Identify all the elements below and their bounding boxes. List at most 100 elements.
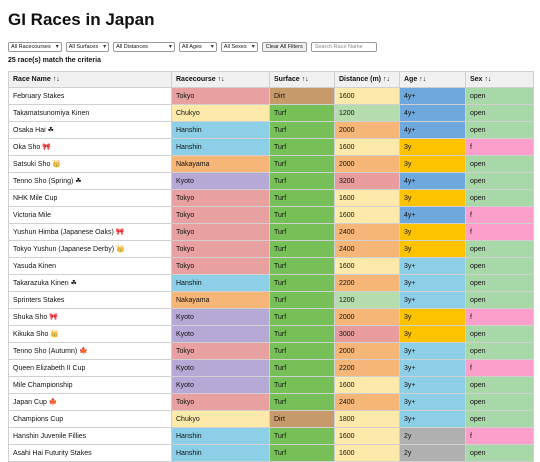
table-row: Asahi Hai Futurity Stakes Hanshin Turf 1600… [8, 444, 534, 462]
distance-cell: 2400 [334, 393, 400, 411]
racecourse-cell: Kyoto [171, 308, 270, 326]
race-name-cell: Japan Cup 🍁 [8, 393, 172, 411]
table-row: Japan Cup 🍁 Tokyo Turf 2400 3y+ open [8, 393, 534, 411]
surface-cell: Turf [269, 138, 335, 156]
table-row: Tenno Sho (Autumn) 🍁 Tokyo Turf 2000 3y+ open [8, 342, 534, 360]
sex-cell: open [465, 376, 534, 394]
distance-cell: 2400 [334, 240, 400, 258]
age-cell: 3y [399, 240, 466, 258]
race-name-cell: Asahi Hai Futurity Stakes [8, 444, 172, 462]
racecourse-cell: Kyoto [171, 172, 270, 190]
racecourse-cell: Hanshin [171, 138, 270, 156]
age-cell: 3y [399, 155, 466, 173]
table-row: Hanshin Juvenile Fillies Hanshin Turf 1600 2… [8, 427, 534, 445]
surface-cell: Turf [269, 172, 335, 190]
sex-cell: f [465, 138, 534, 156]
racecourse-cell: Tokyo [171, 240, 270, 258]
distance-cell: 2400 [334, 223, 400, 241]
table-row: Victoria Mile Tokyo Turf 1600 4y+ f [8, 206, 534, 224]
age-cell: 3y+ [399, 410, 466, 428]
header-distance[interactable]: Distance (m) ↑↓ [334, 71, 400, 88]
race-name-cell: February Stakes [8, 87, 172, 105]
header-surface[interactable]: Surface ↑↓ [269, 71, 335, 88]
racecourse-cell: Nakayama [171, 291, 270, 309]
surface-cell: Dirt [269, 87, 335, 105]
surface-cell: Turf [269, 291, 335, 309]
distance-cell: 2200 [334, 274, 400, 292]
racecourse-cell: Tokyo [171, 342, 270, 360]
surface-cell: Turf [269, 393, 335, 411]
race-name-cell: Hanshin Juvenile Fillies [8, 427, 172, 445]
distance-cell: 1600 [334, 257, 400, 275]
table-row: Osaka Hai ☘ Hanshin Turf 2000 4y+ open [8, 121, 534, 139]
surface-cell: Turf [269, 257, 335, 275]
search-input[interactable]: Search Race Name [310, 42, 377, 52]
distance-cell: 2000 [334, 342, 400, 360]
distance-cell: 3000 [334, 325, 400, 343]
distance-cell: 1800 [334, 410, 400, 428]
race-name-cell: Mile Championship [8, 376, 172, 394]
age-cell: 4y+ [399, 104, 466, 122]
distance-cell: 1600 [334, 87, 400, 105]
surface-cell: Turf [269, 240, 335, 258]
sex-select[interactable]: All Sexes [220, 42, 258, 52]
age-cell: 3y+ [399, 291, 466, 309]
distance-cell: 1600 [334, 138, 400, 156]
racecourse-cell: Kyoto [171, 359, 270, 377]
table-header-row: Race Name ↑↓ Racecourse ↑↓ Surface ↑↓ Di… [8, 71, 534, 88]
table-row: Yushun Himba (Japanese Oaks) 🎀 Tokyo Turf 2… [8, 223, 534, 241]
header-racecourse[interactable]: Racecourse ↑↓ [171, 71, 270, 88]
table-row: Kikuka Sho 👑 Kyoto Turf 3000 3y open [8, 325, 534, 343]
sex-cell: open [465, 410, 534, 428]
header-race-name[interactable]: Race Name ↑↓ [8, 71, 172, 88]
age-cell: 3y [399, 325, 466, 343]
racecourse-cell: Hanshin [171, 427, 270, 445]
sex-cell: open [465, 104, 534, 122]
age-cell: 3y [399, 308, 466, 326]
age-cell: 4y+ [399, 87, 466, 105]
age-cell: 3y+ [399, 342, 466, 360]
race-name-cell: Tokyo Yushun (Japanese Derby) 👑 [8, 240, 172, 258]
table-row: Tenno Sho (Spring) ☘ Kyoto Turf 3200 4y+ open [8, 172, 534, 190]
race-name-cell: Sprinters Stakes [8, 291, 172, 309]
racecourse-select[interactable]: All Racecourses [8, 42, 62, 52]
age-cell: 4y+ [399, 206, 466, 224]
distance-cell: 1600 [334, 206, 400, 224]
sex-cell: f [465, 427, 534, 445]
clear-filters-button[interactable]: Clear All Filters [261, 42, 307, 52]
age-cell: 3y+ [399, 274, 466, 292]
page-title: GI Races in Japan [8, 10, 155, 29]
table-row: Takarazuka Kinen ☘ Hanshin Turf 2200 3y+ open [8, 274, 534, 292]
sex-cell: open [465, 189, 534, 207]
age-select[interactable]: All Ages [178, 42, 217, 52]
distance-cell: 1600 [334, 444, 400, 462]
distance-select[interactable]: All Distances [113, 42, 175, 52]
racecourse-cell: Chukyo [171, 104, 270, 122]
race-name-cell: Tenno Sho (Spring) ☘ [8, 172, 172, 190]
table-row: NHK Mile Cup Tokyo Turf 1600 3y open [8, 189, 534, 207]
age-cell: 4y+ [399, 172, 466, 190]
surface-select[interactable]: All Surfaces [65, 42, 110, 52]
race-name-cell: NHK Mile Cup [8, 189, 172, 207]
header-age[interactable]: Age ↑↓ [399, 71, 466, 88]
sex-cell: f [465, 206, 534, 224]
header-sex[interactable]: Sex ↑↓ [465, 71, 534, 88]
age-cell: 3y [399, 138, 466, 156]
racecourse-cell: Hanshin [171, 121, 270, 139]
table-row: Shuka Sho 🎀 Kyoto Turf 2000 3y f [8, 308, 534, 326]
race-name-cell: Satsuki Sho 👑 [8, 155, 172, 173]
race-name-cell: Yushun Himba (Japanese Oaks) 🎀 [8, 223, 172, 241]
racecourse-cell: Tokyo [171, 206, 270, 224]
race-name-cell: Champions Cup [8, 410, 172, 428]
surface-cell: Turf [269, 189, 335, 207]
racecourse-cell: Hanshin [171, 274, 270, 292]
surface-cell: Turf [269, 342, 335, 360]
distance-cell: 2200 [334, 359, 400, 377]
distance-cell: 3200 [334, 172, 400, 190]
distance-cell: 2000 [334, 121, 400, 139]
table-row: Champions Cup Chukyo Dirt 1800 3y+ open [8, 410, 534, 428]
filter-bar: All Racecourses All Surfaces All Distanc… [8, 41, 532, 53]
surface-cell: Turf [269, 308, 335, 326]
sex-cell: open [465, 325, 534, 343]
